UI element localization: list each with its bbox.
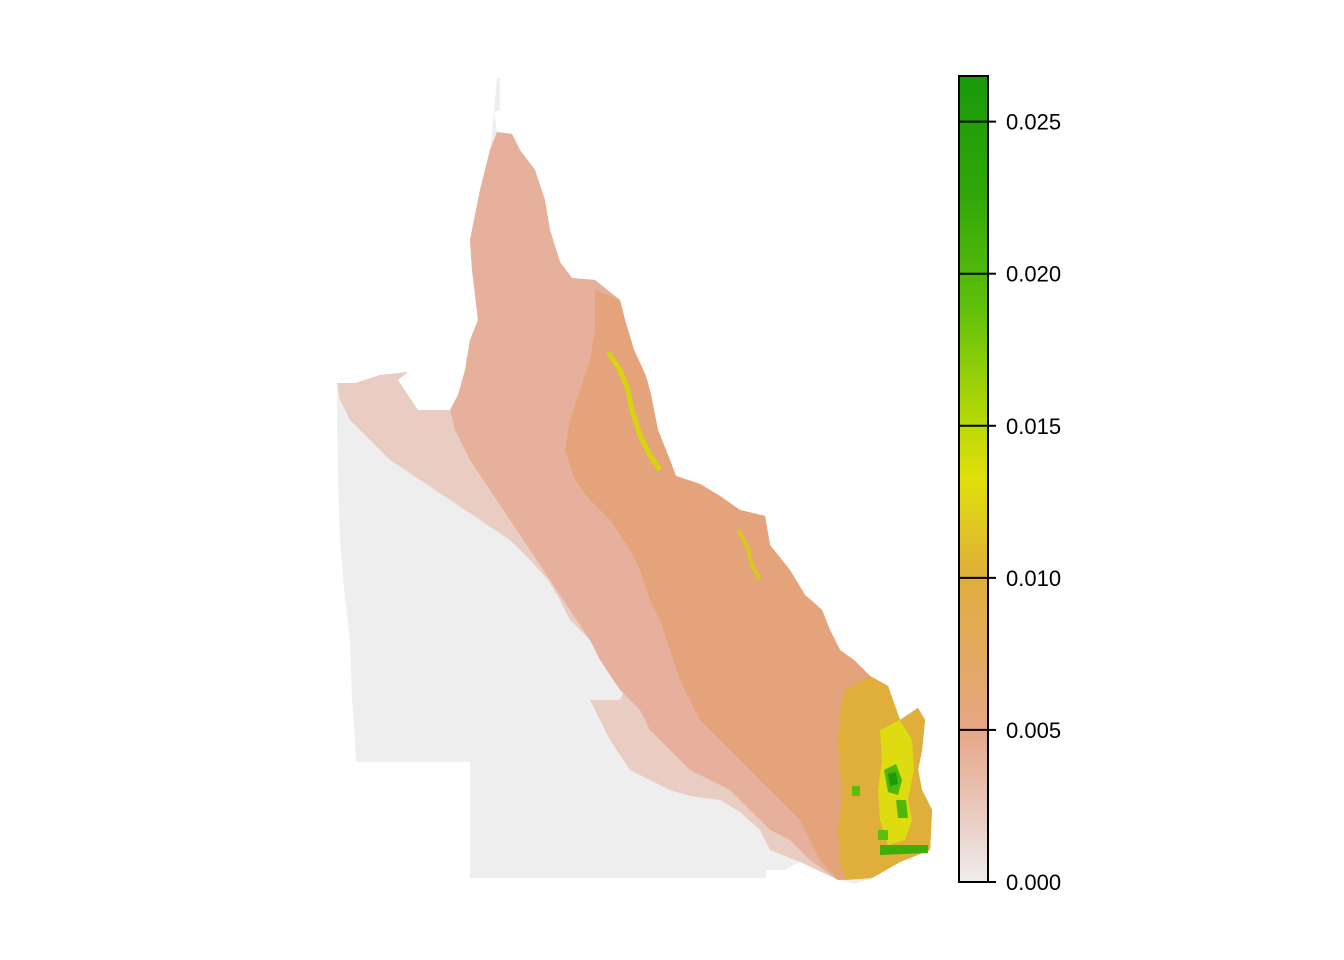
color-legend: 0.000 0.005 0.010 0.015 0.020 0.025 <box>958 75 1061 895</box>
legend-color-bar <box>958 75 989 883</box>
queensland-map <box>337 78 932 884</box>
legend-tick-label: 0.000 <box>1006 870 1061 895</box>
map-ridge-central <box>736 529 762 581</box>
map-ridge-north <box>605 350 663 472</box>
legend-ticks: 0.000 0.005 0.010 0.015 0.020 0.025 <box>959 110 1061 895</box>
map-peak-green-4 <box>896 800 908 818</box>
map-peak-green-3 <box>880 845 928 855</box>
map-peak-green-6 <box>878 830 888 840</box>
legend-tick-label: 0.025 <box>1006 110 1061 135</box>
legend-tick-label: 0.015 <box>1006 414 1061 439</box>
map-peak-green-2 <box>888 772 898 786</box>
legend-tick-label: 0.005 <box>1006 718 1061 743</box>
map-peak-green-5 <box>852 786 860 796</box>
legend-tick-label: 0.010 <box>1006 566 1061 591</box>
legend-tick-label: 0.020 <box>1006 262 1061 287</box>
